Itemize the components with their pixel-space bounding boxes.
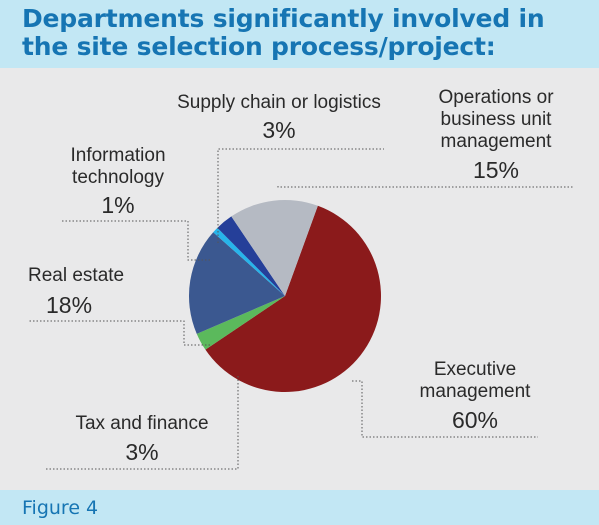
leader-line-executive: [352, 380, 538, 438]
figure-label: Figure 4: [22, 497, 99, 519]
slice-label-supply: Supply chain or logistics: [177, 92, 381, 113]
slice-label-operations: management: [441, 131, 553, 152]
leader-line-realestate: [28, 320, 210, 346]
slice-label-operations: business unit: [441, 109, 553, 130]
slice-label-executive: management: [420, 381, 532, 402]
slice-value-executive: 60%: [452, 407, 498, 433]
slice-value-realestate: 18%: [46, 292, 92, 318]
slice-label-it: Information: [70, 145, 165, 166]
footer-band: Figure 4: [0, 490, 599, 525]
leader-line-tax: [45, 376, 239, 470]
pie-slice-tax: [196, 296, 285, 350]
pie-slice-it: [213, 227, 285, 296]
slice-label-tax: Tax and finance: [75, 413, 208, 434]
header-band: Departments significantly involved in th…: [0, 0, 599, 68]
slice-value-it: 1%: [101, 192, 134, 218]
slice-value-tax: 3%: [125, 439, 158, 465]
leader-line-it: [62, 220, 210, 261]
chart-title: Departments significantly involved in th…: [22, 4, 545, 61]
slice-label-operations: Operations or: [438, 87, 554, 108]
slice-value-supply: 3%: [262, 117, 295, 143]
slice-label-it: technology: [72, 167, 164, 188]
slice-label-executive: Executive: [434, 359, 516, 380]
leader-line-operations: [277, 186, 573, 188]
slice-value-operations: 15%: [473, 157, 519, 183]
pie-slice-realestate: [188, 232, 285, 334]
slice-label-realestate: Real estate: [28, 265, 124, 286]
pie-slice-executive: [205, 205, 382, 393]
pie-slice-supply: [217, 216, 285, 296]
pie-slice-operations: [231, 200, 318, 296]
